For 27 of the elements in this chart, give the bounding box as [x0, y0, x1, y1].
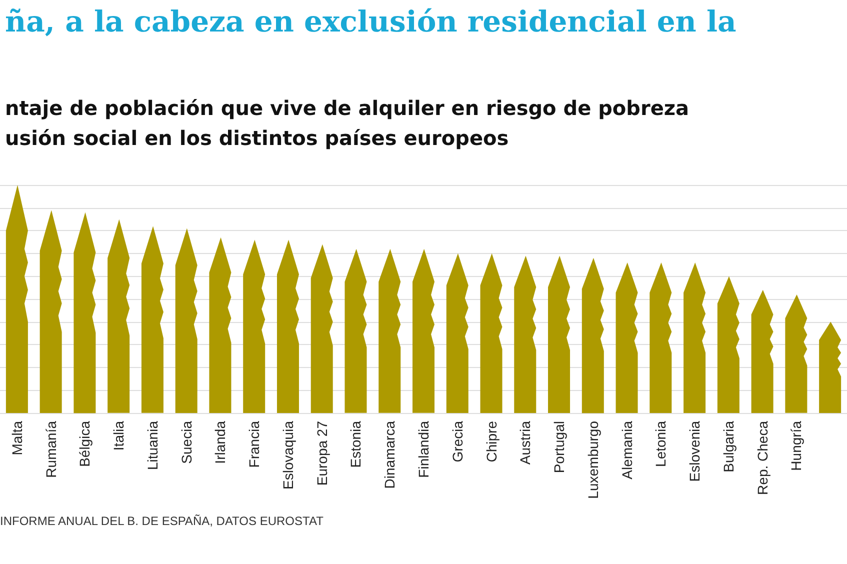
x-tick-label: Estonia	[348, 420, 364, 468]
x-tick-label: Rep. Checa	[754, 420, 770, 495]
x-tick-label: Bulgaria	[720, 420, 736, 472]
x-tick-label: Suecia	[178, 420, 194, 464]
x-tick-label: Chipre	[483, 420, 500, 462]
text: INFORME ANUAL DEL B. DE ESPAÑA, DATOS EUROSTAT	[0, 514, 324, 528]
x-tick-label: Finlandia	[416, 420, 432, 478]
x-tick-label: Letonia	[652, 420, 669, 467]
x-tick-label: Luxemburgo	[584, 420, 601, 499]
chart-subtitle: ntaje de población que vive de alquiler en riesgo de pobreza usión social en los distintos países europeos	[5, 96, 690, 150]
x-tick-label: Austria	[517, 420, 534, 465]
x-tick-label: Eslovenia	[686, 420, 703, 482]
x-tick-label: Lituania	[144, 420, 160, 470]
x-tick-label: Bélgica	[76, 420, 93, 467]
x-tick-label: Portugal	[551, 421, 568, 474]
x-tick-label: Rumanía	[42, 420, 59, 478]
x-tick-label: Francia	[246, 420, 262, 468]
x-tick-label: Alemania	[618, 420, 635, 480]
x-tick-label: Eslovaquia	[280, 420, 296, 490]
x-tick-label: Grecia	[449, 420, 466, 462]
x-tick-label: Italia	[110, 420, 127, 451]
x-tick-label: Europa 27	[314, 420, 330, 486]
x-tick-label: Malta	[8, 420, 25, 456]
x-tick-label: Irlanda	[212, 420, 228, 464]
x-tick-label: Hungría	[788, 420, 804, 471]
x-tick-label: Dinamarca	[382, 420, 398, 489]
chart-title: ña, a la cabeza en exclusión residencial en la	[5, 4, 736, 38]
